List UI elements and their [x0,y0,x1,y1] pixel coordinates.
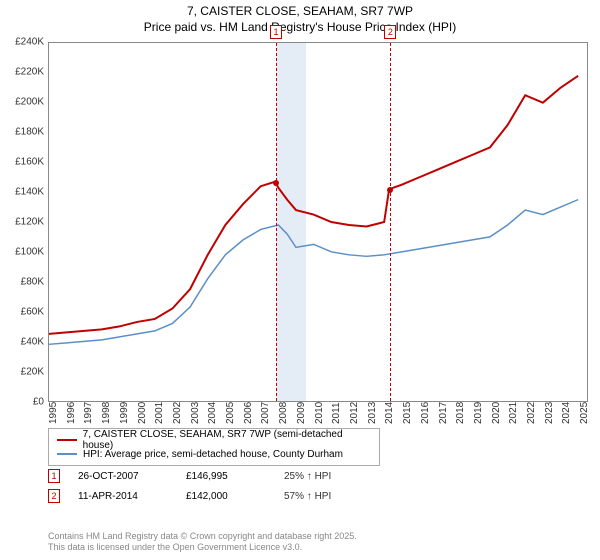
sale-delta: 25% ↑ HPI [284,471,331,482]
sale-date: 26-OCT-2007 [78,471,168,482]
x-tick-label: 2025 [579,402,600,424]
sale-delta: 57% ↑ HPI [284,491,331,502]
sale-vline [390,43,391,401]
y-tick-label: £180K [0,127,48,138]
sale-dot [273,180,279,186]
legend-swatch [57,453,77,455]
legend: 7, CAISTER CLOSE, SEAHAM, SR7 7WP (semi-… [48,428,380,466]
y-tick-label: £200K [0,97,48,108]
y-tick-label: £80K [0,277,48,288]
series-line [49,76,578,334]
sale-row-marker: 1 [48,469,60,483]
sale-marker: 2 [384,25,396,39]
legend-label: HPI: Average price, semi-detached house,… [83,449,343,460]
sales-table: 1 26-OCT-2007 £146,995 25% ↑ HPI 2 11-APR-201… [48,466,331,506]
chart: 12 [48,42,588,402]
footer: Contains HM Land Registry data © Crown c… [48,531,357,554]
page-title: 7, CAISTER CLOSE, SEAHAM, SR7 7WP [0,0,600,20]
sale-marker: 1 [270,25,282,39]
legend-swatch [57,439,77,441]
sale-price: £142,000 [186,491,266,502]
y-tick-label: £20K [0,367,48,378]
y-tick-label: £220K [0,67,48,78]
series-line [49,200,578,345]
sale-date: 11-APR-2014 [78,491,168,502]
footer-line: Contains HM Land Registry data © Crown c… [48,531,357,543]
page-subtitle: Price paid vs. HM Land Registry's House … [0,20,600,40]
y-tick-label: £140K [0,187,48,198]
y-tick-label: £100K [0,247,48,258]
sale-vline [276,43,277,401]
sale-row-marker: 2 [48,489,60,503]
legend-item: 7, CAISTER CLOSE, SEAHAM, SR7 7WP (semi-… [57,433,371,447]
sale-dot [387,187,393,193]
y-tick-label: £40K [0,337,48,348]
y-tick-label: £0 [0,397,48,408]
legend-item: HPI: Average price, semi-detached house,… [57,447,371,461]
y-tick-label: £60K [0,307,48,318]
y-tick-label: £120K [0,217,48,228]
y-tick-label: £240K [0,37,48,48]
sale-row: 1 26-OCT-2007 £146,995 25% ↑ HPI [48,466,331,486]
footer-line: This data is licensed under the Open Gov… [48,542,357,554]
sale-price: £146,995 [186,471,266,482]
sale-row: 2 11-APR-2014 £142,000 57% ↑ HPI [48,486,331,506]
y-tick-label: £160K [0,157,48,168]
